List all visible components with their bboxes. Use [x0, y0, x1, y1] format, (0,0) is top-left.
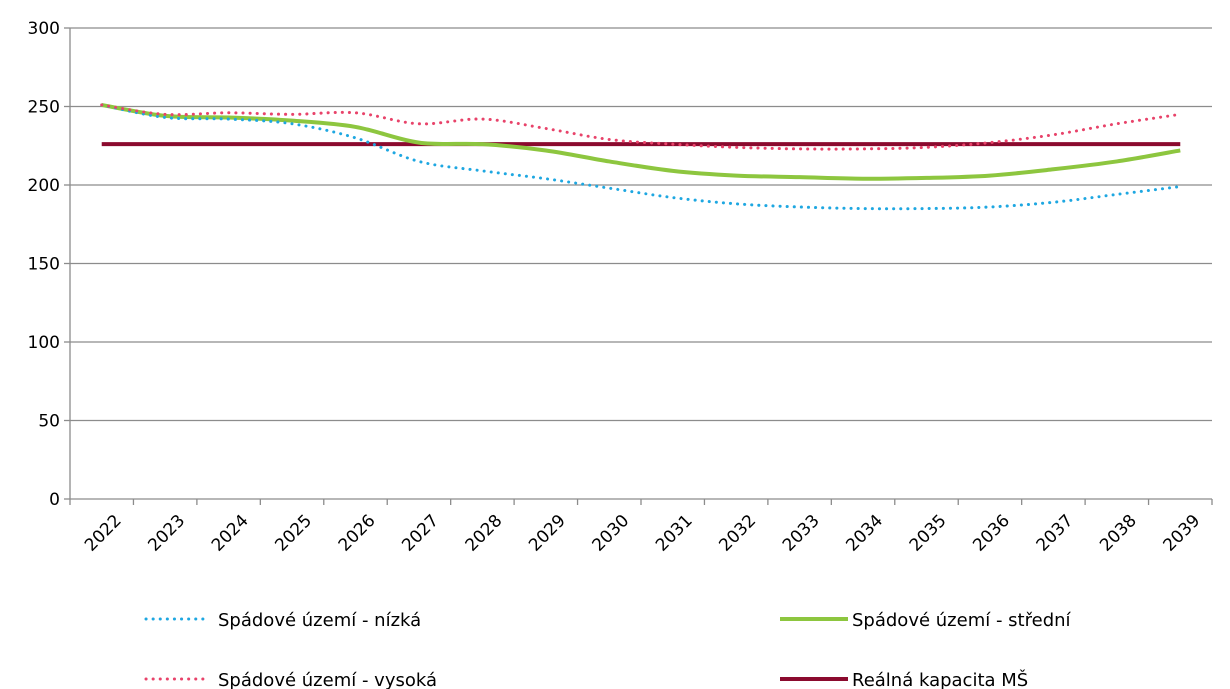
y-tick-label: 250 [28, 98, 60, 118]
x-tick-label: 2025 [271, 511, 316, 556]
x-tick-label: 2036 [969, 511, 1014, 556]
axes: 0 50 100 150 200 250 300 2022 2023 2024 2025 2026 20… [28, 19, 1213, 556]
x-tick-label: 2023 [144, 511, 189, 556]
gridlines [70, 27, 1212, 422]
legend-item: Spádové území - nízká [144, 610, 421, 631]
legend-item: Spádové území - střední [780, 610, 1072, 631]
legend-label: Spádové území - vysoká [218, 670, 437, 689]
y-tick-label: 200 [28, 176, 60, 196]
legend-item: Spádové území - vysoká [144, 670, 437, 689]
y-tick-label: 150 [28, 255, 60, 275]
series-line-sp-dov-zem-n-zk [100, 103, 1182, 211]
y-tick-label: 50 [38, 412, 60, 432]
x-tick-label: 2032 [715, 511, 760, 556]
series-line-sp-dov-zem-st-edn [101, 102, 1181, 181]
x-tick-label: 2037 [1033, 511, 1078, 556]
x-tick-label: 2022 [81, 511, 126, 556]
x-tick-label: 2031 [652, 511, 697, 556]
x-tick-label: 2030 [589, 511, 634, 556]
x-tick-label: 2038 [1096, 511, 1141, 556]
legend-label: Spádové území - nízká [218, 610, 421, 631]
x-tick-label: 2026 [335, 511, 380, 556]
series-lines [100, 102, 1182, 211]
series-line-sp-dov-zem-vysok [100, 103, 1182, 151]
y-tick-label: 0 [49, 490, 60, 510]
y-tick-label: 300 [28, 19, 60, 39]
x-tick-label: 2029 [525, 511, 570, 556]
x-tick-label: 2027 [398, 511, 443, 556]
x-tick-label: 2039 [1160, 511, 1205, 556]
legend-label: Spádové území - střední [852, 610, 1072, 631]
x-tick-label: 2033 [779, 511, 824, 556]
x-tick-label: 2028 [462, 511, 507, 556]
legend-item: Reálná kapacita MŠ [780, 669, 1028, 689]
legend: Spádové území - nízká Spádové území - stř… [144, 610, 1072, 689]
x-tick-label: 2034 [842, 511, 887, 556]
x-tick-label: 2035 [906, 511, 951, 556]
legend-label: Reálná kapacita MŠ [852, 669, 1028, 689]
y-tick-label: 100 [28, 333, 60, 353]
x-tick-label: 2024 [208, 511, 253, 556]
